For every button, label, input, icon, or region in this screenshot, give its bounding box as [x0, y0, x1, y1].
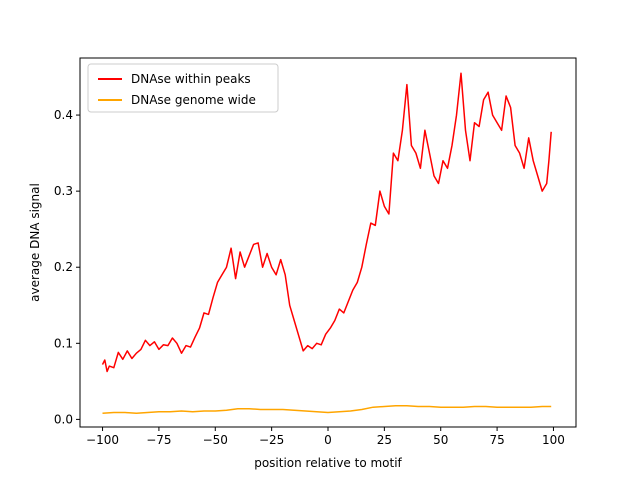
x-tick-label: −25 — [259, 433, 284, 447]
ticks-layer: −100 −75 −50 −25 0 25 50 75 100 0.0 0.1 0.2 0.3 0.4 — [54, 108, 565, 447]
y-tick-label: 0.1 — [54, 336, 73, 350]
y-tick-label: 0.4 — [54, 108, 73, 122]
x-tick-label: 0 — [324, 433, 332, 447]
y-tick-label: 0.3 — [54, 184, 73, 198]
legend-label: DNAse within peaks — [131, 72, 251, 86]
x-axis-label: position relative to motif — [254, 456, 402, 470]
series-line-1 — [101, 72, 552, 373]
x-tick-label: −100 — [86, 433, 119, 447]
legend: DNAse within peaks DNAse genome wide — [87, 63, 279, 113]
y-tick-label: 0.2 — [54, 260, 73, 274]
x-tick-label: −75 — [146, 433, 171, 447]
x-tick-label: 50 — [433, 433, 448, 447]
x-tick-label: 25 — [377, 433, 392, 447]
y-tick-label: 0.0 — [54, 412, 73, 426]
x-tick-label: 75 — [489, 433, 504, 447]
y-axis-label: average DNA signal — [28, 183, 42, 302]
series-layer — [101, 72, 552, 415]
legend-label: DNAse genome wide — [131, 93, 256, 107]
x-tick-label: 100 — [542, 433, 565, 447]
legend-box — [87, 63, 279, 113]
series-line-2 — [102, 404, 552, 415]
x-tick-label: −50 — [203, 433, 228, 447]
